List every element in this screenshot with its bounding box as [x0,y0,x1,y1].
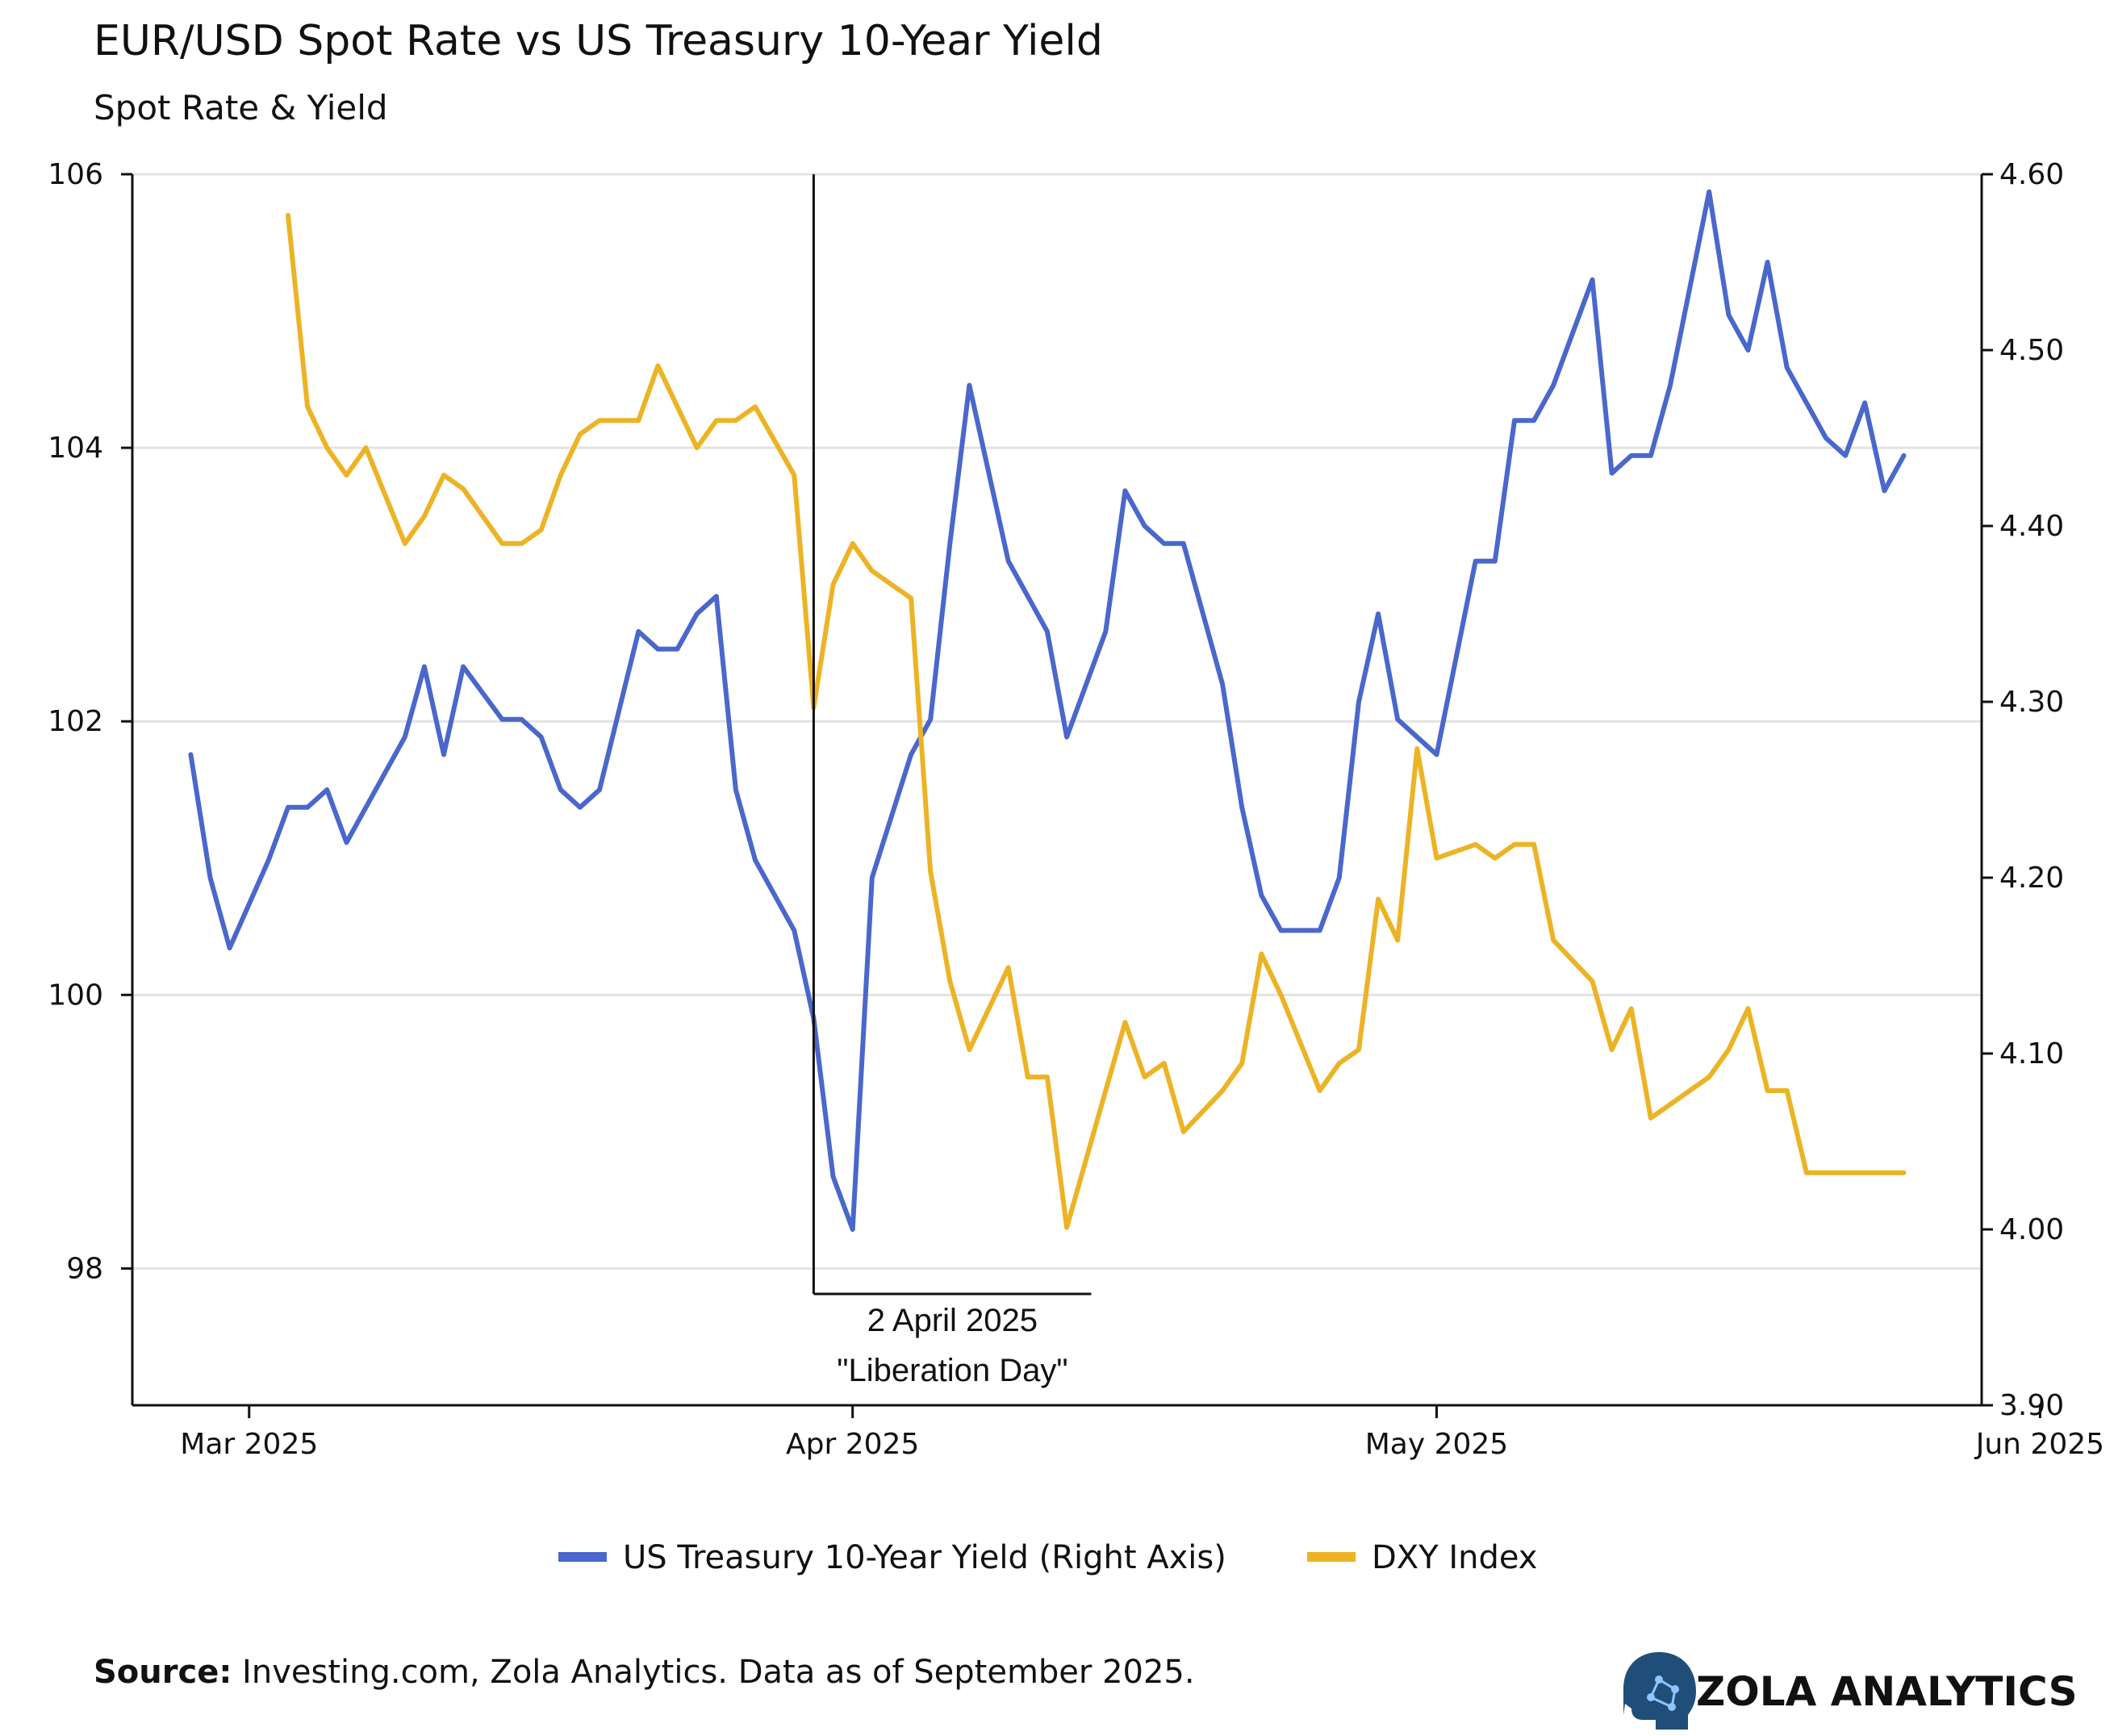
left-tick-label: 100 [48,979,103,1012]
left-tick-label: 98 [66,1252,103,1285]
right-tick-label: 4.40 [1999,510,2064,543]
annotation-date: 2 April 2025 [867,1303,1038,1338]
x-tick-label: May 2025 [1365,1428,1509,1461]
left-tick-label: 106 [48,158,103,191]
right-tick-label: 4.60 [1999,158,2064,191]
brand-logo: ZOLA ANALYTICS [1623,1652,2078,1730]
legend-label-dxy: DXY Index [1372,1539,1537,1576]
x-tick-label: Apr 2025 [786,1428,919,1461]
right-tick-label: 4.00 [1999,1213,2064,1246]
chart-title: EUR/USD Spot Rate vs US Treasury 10-Year… [94,17,1103,65]
left-axis-ticks: 98 100 102 104 106 [48,158,132,1285]
source-text: Investing.com, Zola Analytics. Data as o… [232,1654,1194,1691]
right-tick-label: 4.50 [1999,334,2064,367]
brand-name: ZOLA ANALYTICS [1696,1668,2078,1715]
gridlines [132,173,1982,1270]
source-note: Source: Investing.com, Zola Analytics. D… [94,1654,1195,1691]
liberation-day-annotation: 2 April 2025 "Liberation Day" [812,174,1092,1388]
right-tick-label: 3.90 [1999,1389,2064,1422]
series-lines [188,189,1907,1232]
right-tick-label: 4.20 [1999,862,2064,895]
series-line-dxy [286,212,1907,1230]
right-axis-ticks: 3.90 4.00 4.10 4.20 4.30 4.40 4.50 4.60 [1982,158,2064,1422]
axes [131,174,1983,1407]
series-line-yield [188,189,1907,1232]
legend-label-yield: US Treasury 10-Year Yield (Right Axis) [623,1539,1226,1576]
annotation-label: "Liberation Day" [837,1353,1067,1388]
left-tick-label: 104 [48,432,103,465]
chart-subtitle: Spot Rate & Yield [94,88,388,127]
x-axis-ticks: Mar 2025 Apr 2025 May 2025 Jun 2025 [180,1405,2104,1461]
left-tick-label: 102 [48,705,103,738]
x-tick-label: Jun 2025 [1974,1428,2104,1461]
right-tick-label: 4.30 [1999,686,2064,719]
legend: US Treasury 10-Year Yield (Right Axis) D… [558,1539,1537,1576]
source-label: Source: [94,1654,232,1691]
x-tick-label: Mar 2025 [180,1428,318,1461]
brain-head-icon [1623,1652,1696,1730]
right-tick-label: 4.10 [1999,1037,2064,1070]
